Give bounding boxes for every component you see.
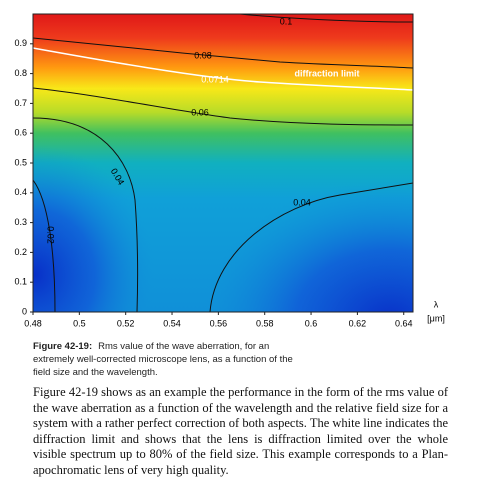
x-tick-label: 0.54	[163, 318, 181, 328]
caption-label: Figure 42-19:	[33, 341, 93, 352]
x-tick-label: 0.48	[24, 318, 42, 328]
contour-label: 0.06	[191, 107, 209, 117]
x-tick-label: 0.62	[349, 318, 367, 328]
diffraction-limit-line	[33, 47, 413, 91]
annotation: diffraction limit	[295, 68, 360, 78]
x-tick-label: 0.6	[305, 318, 318, 328]
y-tick-label: 0.5	[14, 157, 27, 167]
contour-line	[33, 117, 139, 312]
contour-label: 0.1	[280, 16, 293, 26]
contour-line	[33, 37, 413, 69]
contour-label: 0.04	[293, 197, 311, 207]
contour-line	[209, 182, 413, 312]
heatmap	[33, 14, 413, 312]
figure-caption: Figure 42-19: Rms value of the wave aberr…	[33, 340, 293, 379]
y-tick-label: 0	[22, 306, 27, 316]
figure: 0.1 0.08 0.0714 0.06 0.04 0.04 0.02 diff…	[14, 13, 445, 328]
x-axis-label: λ	[434, 299, 439, 309]
x-axis-label: [μm]	[427, 313, 445, 323]
contour-line	[239, 14, 413, 23]
y-tick-label: 0.2	[14, 247, 27, 257]
y-tick-label: 0.7	[14, 98, 27, 108]
y-tick-label: 0.8	[14, 68, 27, 78]
y-tick-label: 0.6	[14, 128, 27, 138]
y-tick-label: 0.4	[14, 187, 27, 197]
x-tick-label: 0.5	[73, 318, 86, 328]
contour-label: 0.0714	[201, 74, 229, 84]
x-tick-label: 0.56	[210, 318, 228, 328]
contour-line	[33, 179, 56, 312]
y-tick-label: 0.9	[14, 38, 27, 48]
x-tick-label: 0.52	[117, 318, 135, 328]
contour-label: 0.08	[194, 50, 212, 60]
body-text: Figure 42-19 shows as an example the per…	[33, 385, 448, 477]
y-tick-label: 0.1	[14, 277, 27, 287]
y-tick-label: 0.3	[14, 217, 27, 227]
caption-text: Rms value of the wave aberration, for an…	[33, 341, 293, 378]
x-tick-label: 0.64	[395, 318, 413, 328]
contour-label: 0.02	[46, 226, 56, 244]
contour-line	[33, 87, 413, 126]
x-tick-label: 0.58	[256, 318, 274, 328]
